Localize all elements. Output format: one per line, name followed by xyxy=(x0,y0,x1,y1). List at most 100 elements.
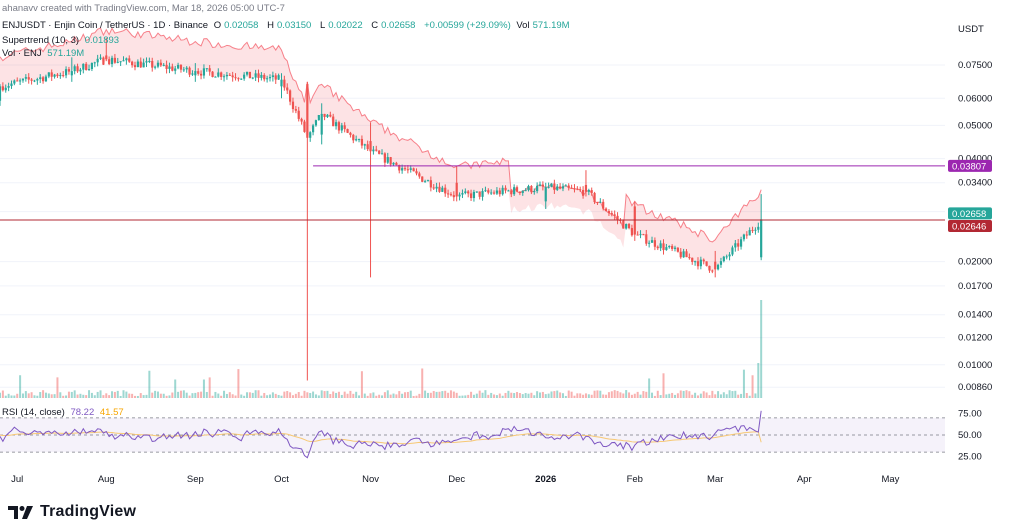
volume-bar-192 xyxy=(550,391,553,398)
tradingview-logo[interactable]: TradingView xyxy=(8,503,136,521)
candle-body-71 xyxy=(202,68,206,76)
candle-body-46 xyxy=(131,61,134,66)
candle-body-50 xyxy=(142,62,145,68)
time-tick-0: Jul xyxy=(11,474,23,485)
candle-body-72 xyxy=(205,68,208,70)
volume-bar-21 xyxy=(59,392,62,398)
candle-body-10 xyxy=(27,77,30,80)
volume-bar-153 xyxy=(438,391,441,398)
candle-body-70 xyxy=(199,73,203,76)
candle-body-142 xyxy=(406,169,409,171)
candle-body-246 xyxy=(705,261,708,266)
volume-bar-205 xyxy=(587,394,590,398)
candle-body-155 xyxy=(444,187,447,194)
volume-bar-254 xyxy=(728,390,731,398)
candle-body-185 xyxy=(530,185,533,193)
volume-bar-214 xyxy=(613,390,616,398)
candle-body-206 xyxy=(590,190,593,193)
volume-bar-43 xyxy=(122,390,125,398)
candle-body-64 xyxy=(182,69,185,71)
candle-body-42 xyxy=(119,61,122,63)
low-value: 0.02022 xyxy=(328,20,363,31)
candle-body-77 xyxy=(220,72,223,77)
candle-body-106 xyxy=(303,121,306,132)
candle-body-175 xyxy=(501,187,504,195)
volume-bar-60 xyxy=(171,392,174,398)
candle-body-184 xyxy=(527,185,530,191)
candle-body-99 xyxy=(283,79,286,88)
time-axis[interactable]: Jul Aug Sep Oct Nov Dec 2026 Feb Mar Apr May xyxy=(11,474,899,485)
rsi-legend[interactable]: RSI (14, close) 78.22 41.57 xyxy=(2,407,127,418)
volume-bar-154 xyxy=(441,391,444,398)
volume-bar-92 xyxy=(263,392,266,398)
candle-body-154 xyxy=(441,187,444,192)
resistance-badge: 0.03807 xyxy=(948,159,992,172)
candle-body-113 xyxy=(323,113,326,118)
rsi-tick-1: 50.00 xyxy=(958,430,982,441)
volume-bar-80 xyxy=(228,392,231,398)
price-tick-2: 0.05000 xyxy=(958,120,992,131)
candle-body-66 xyxy=(188,67,191,75)
volume-bar-245 xyxy=(702,391,705,398)
candle-body-1 xyxy=(1,86,4,91)
candle-body-120 xyxy=(343,125,346,130)
candle-body-145 xyxy=(415,171,418,174)
rsi-label: RSI (14, close) xyxy=(2,407,65,418)
candle-body-201 xyxy=(576,188,579,190)
volume-bar-260 xyxy=(745,393,748,398)
candle-body-174 xyxy=(498,190,501,195)
volume-bars xyxy=(0,300,763,398)
volume-bar-79 xyxy=(225,393,228,398)
candle-body-20 xyxy=(56,74,59,77)
volume-bar-88 xyxy=(251,392,254,398)
volume-bar-122 xyxy=(349,390,352,398)
candle-body-261 xyxy=(748,230,751,236)
supertrend-legend[interactable]: Supertrend (10, 3) 0.01893 xyxy=(2,35,122,46)
volume-bar-42 xyxy=(119,395,122,398)
volume-bar-197 xyxy=(564,395,567,398)
candle-body-161 xyxy=(461,193,464,195)
candle-body-158 xyxy=(452,195,455,198)
volume-bar-102 xyxy=(291,395,294,398)
close-value: 0.02658 xyxy=(381,20,416,31)
volume-bar-30 xyxy=(85,395,88,398)
volume-bar-129 xyxy=(369,393,372,398)
volume-legend[interactable]: Vol · ENJ 571.19M xyxy=(2,48,87,59)
volume-bar-146 xyxy=(418,393,421,398)
time-tick-7: Feb xyxy=(627,474,643,485)
volume-bar-164 xyxy=(470,391,473,398)
volume-bar-247 xyxy=(708,395,711,398)
candle-body-180 xyxy=(515,187,519,192)
volume-bar-86 xyxy=(246,392,249,398)
support-badge-text: 0.02646 xyxy=(952,222,986,233)
candle-body-199 xyxy=(570,187,573,189)
candle-body-68 xyxy=(194,71,197,76)
candle-body-223 xyxy=(639,234,642,236)
symbol-title[interactable]: ENJUSDT · Enjin Coin / TetherUS · 1D · B… xyxy=(2,20,209,31)
candle-body-58 xyxy=(165,64,168,69)
price-axis[interactable]: USDT 0.07500 0.06000 0.05000 0.04000 0.03400 0… xyxy=(958,24,992,462)
supertrend-value: 0.01893 xyxy=(84,35,120,46)
candle-body-47 xyxy=(133,65,137,68)
volume-bar-27 xyxy=(76,394,79,398)
volume-bar-78 xyxy=(223,390,226,398)
volume-bar-8 xyxy=(21,393,24,398)
candle-body-110 xyxy=(314,120,318,126)
volume-bar-48 xyxy=(136,395,139,398)
volume-bar-126 xyxy=(360,371,363,398)
volume-bar-135 xyxy=(386,390,389,398)
volume-bar-176 xyxy=(504,392,507,398)
volume-bar-227 xyxy=(651,392,654,398)
volume-bar-201 xyxy=(576,393,579,398)
volume-bar-152 xyxy=(435,391,438,398)
currency-label: USDT xyxy=(958,24,984,35)
volume-bar-142 xyxy=(406,391,409,398)
candle-body-253 xyxy=(725,256,728,258)
candle-body-256 xyxy=(734,243,737,248)
candle-body-69 xyxy=(197,71,200,74)
volume-bar-238 xyxy=(682,390,685,398)
candle-body-117 xyxy=(334,122,338,127)
candle-body-255 xyxy=(731,247,734,255)
volume-bar-223 xyxy=(639,394,642,398)
